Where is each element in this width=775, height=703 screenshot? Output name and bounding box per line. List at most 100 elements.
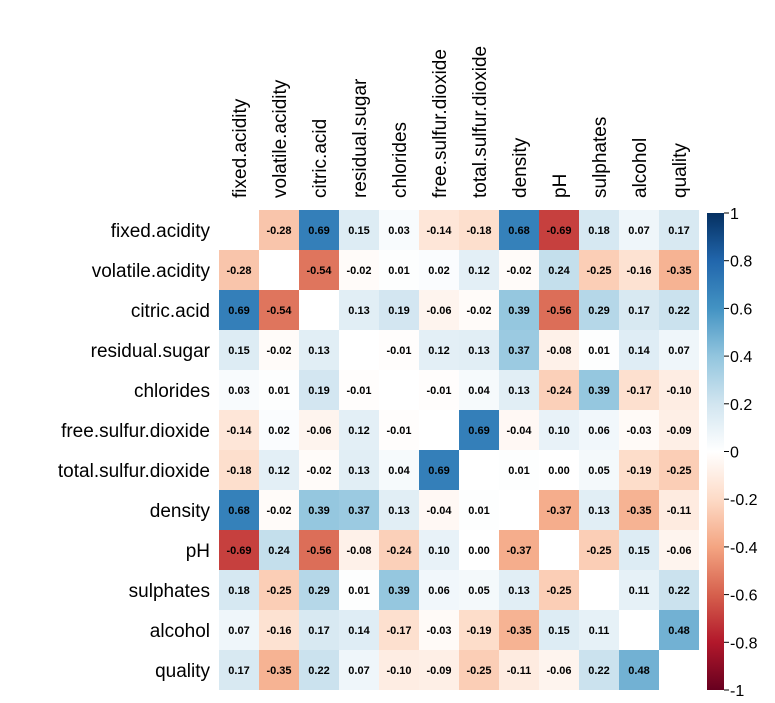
- heatmap-cell: [659, 410, 699, 450]
- colorbar-tick-label: -0.6: [730, 588, 758, 605]
- heatmap-cell: [259, 450, 299, 490]
- heatmap-cell: [299, 250, 339, 290]
- heatmap-cell: [579, 250, 619, 290]
- cell-value-label: 0.15: [348, 225, 369, 237]
- cell-value-label: 0.15: [548, 625, 569, 637]
- heatmap-cell: [219, 530, 259, 570]
- heatmap-cell: [299, 570, 339, 610]
- cell-value-label: 0.02: [428, 265, 449, 277]
- cell-value-label: -0.06: [426, 305, 451, 317]
- cell-value-label: 0.39: [508, 305, 529, 317]
- cell-value-label: -0.25: [586, 265, 611, 277]
- heatmap-cell: [579, 370, 619, 410]
- cell-value-label: 0.69: [468, 425, 489, 437]
- heatmap-cell: [659, 610, 699, 650]
- heatmap-cell: [419, 330, 459, 370]
- heatmap-cell: [259, 210, 299, 250]
- cell-value-label: -0.18: [226, 465, 251, 477]
- cell-value-label: 0.10: [548, 425, 569, 437]
- cell-value-label: 0.04: [468, 385, 490, 397]
- row-label: chlorides: [134, 381, 210, 402]
- column-label: chlorides: [390, 122, 411, 198]
- heatmap-cell: [339, 530, 379, 570]
- cell-value-label: -0.11: [507, 665, 531, 677]
- heatmap-cell: [619, 330, 659, 370]
- heatmap-cell: [219, 290, 259, 330]
- heatmap-cell: [219, 610, 259, 650]
- heatmap-cell: [539, 250, 579, 290]
- heatmap-cell: [579, 210, 619, 250]
- cell-value-label: -0.24: [386, 545, 412, 557]
- heatmap-cell: [579, 330, 619, 370]
- colorbar-tick-label: 1: [730, 206, 739, 223]
- cell-value-label: -0.69: [546, 225, 571, 237]
- heatmap-cell: [539, 410, 579, 450]
- colorbar-tick-label: 0.4: [730, 349, 752, 366]
- cell-value-label: 0.14: [628, 345, 650, 357]
- cell-value-label: 0.68: [228, 505, 249, 517]
- cell-value-label: 0.17: [628, 305, 649, 317]
- cell-value-label: 0.01: [268, 385, 289, 397]
- cell-value-label: 0.07: [628, 225, 649, 237]
- row-label: residual.sugar: [91, 341, 211, 362]
- heatmap-cell: [499, 530, 539, 570]
- cell-value-label: 0.68: [508, 225, 529, 237]
- cell-value-label: -0.11: [667, 505, 691, 517]
- heatmap-cell: [499, 250, 539, 290]
- cell-value-label: -0.01: [426, 385, 451, 397]
- heatmap-cell: [499, 330, 539, 370]
- cell-value-label: 0.12: [428, 345, 449, 357]
- heatmap-cell: [539, 610, 579, 650]
- cell-value-label: 0.24: [548, 265, 570, 277]
- heatmap-cell: [379, 450, 419, 490]
- heatmap-cell: [219, 490, 259, 530]
- cell-value-label: 0.13: [508, 585, 529, 597]
- cell-value-label: -0.17: [386, 625, 411, 637]
- heatmap-cell: [579, 290, 619, 330]
- cell-value-label: 0.12: [268, 465, 289, 477]
- cell-value-label: 0.69: [228, 305, 249, 317]
- cell-value-label: 0.01: [388, 265, 409, 277]
- heatmap-cell: [299, 450, 339, 490]
- heatmap-cell: [499, 370, 539, 410]
- cell-value-label: -0.25: [466, 665, 491, 677]
- heatmap-cell: [539, 650, 579, 690]
- cell-value-label: -0.08: [346, 545, 371, 557]
- cell-value-label: 0.39: [388, 585, 409, 597]
- heatmap-cell: [459, 610, 499, 650]
- heatmap-cell: [299, 490, 339, 530]
- cell-value-label: -0.37: [506, 545, 531, 557]
- cell-value-label: 0.39: [308, 505, 329, 517]
- heatmap-cell: [339, 370, 379, 410]
- heatmap-cell: [379, 490, 419, 530]
- heatmap-cell: [419, 650, 459, 690]
- heatmap-cell: [579, 450, 619, 490]
- cell-value-label: 0.24: [268, 545, 290, 557]
- column-label: fixed.acidity: [230, 98, 251, 198]
- heatmap-cell: [459, 330, 499, 370]
- cell-value-label: -0.06: [666, 545, 691, 557]
- cell-value-label: -0.16: [626, 265, 651, 277]
- heatmap-cell: [219, 570, 259, 610]
- cell-value-label: -0.02: [306, 465, 331, 477]
- colorbar-tick-label: 0.8: [730, 254, 752, 271]
- cell-value-label: 0.13: [388, 505, 409, 517]
- cell-value-label: -0.54: [306, 265, 332, 277]
- heatmap-cell: [379, 610, 419, 650]
- cell-value-label: 0.13: [308, 345, 329, 357]
- heatmap-cell: [619, 570, 659, 610]
- heatmap-cell: [459, 210, 499, 250]
- heatmap-cell: [379, 410, 419, 450]
- heatmap-cell: [219, 370, 259, 410]
- cell-value-label: 0.22: [308, 665, 329, 677]
- cell-value-label: -0.17: [626, 385, 651, 397]
- column-label: alcohol: [630, 138, 651, 198]
- row-label: total.sulfur.dioxide: [58, 461, 210, 482]
- heatmap-cell: [499, 210, 539, 250]
- cell-value-label: -0.14: [226, 425, 252, 437]
- cell-value-label: 0.13: [348, 465, 369, 477]
- heatmap-cell: [379, 330, 419, 370]
- cell-value-label: -0.10: [386, 665, 411, 677]
- cell-value-label: 0.12: [348, 425, 369, 437]
